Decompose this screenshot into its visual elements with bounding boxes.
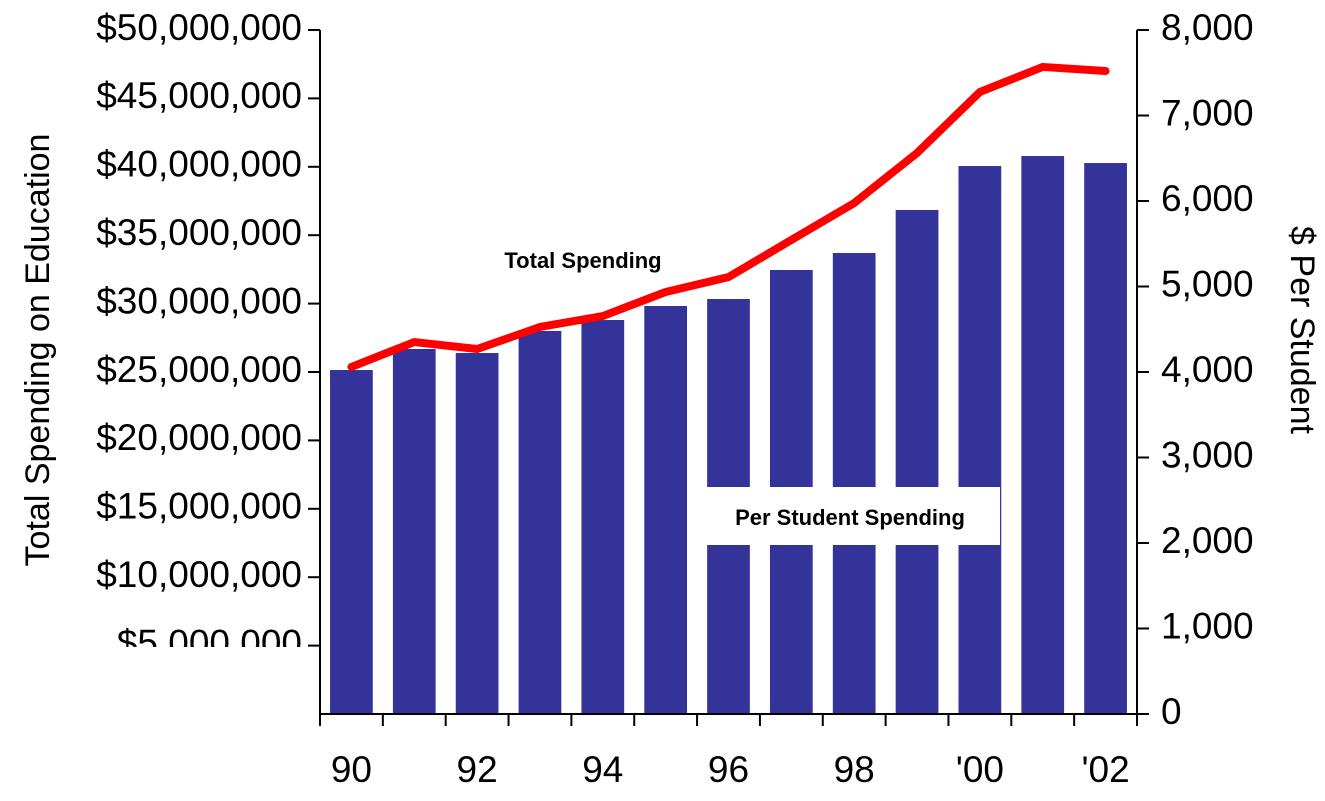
y-axis-label: Total Spending on Education [19, 134, 57, 567]
bar [958, 166, 1002, 714]
y2-tick-label: 1,000 [1161, 605, 1254, 646]
x-tick-label: '00 [956, 749, 1004, 790]
y2-tick-label: 2,000 [1161, 520, 1254, 561]
y2-tick-label: 5,000 [1161, 263, 1254, 304]
annotation-background [700, 487, 1000, 545]
y-tick-label: $40,000,000 [96, 144, 302, 185]
y2-tick-label: 3,000 [1161, 434, 1254, 475]
bar [392, 349, 436, 714]
annotation: Total Spending [504, 248, 661, 273]
bar [895, 209, 939, 715]
x-tick-label: 90 [331, 749, 372, 790]
bar [581, 320, 625, 714]
bar [518, 330, 562, 714]
y-tick-label: $30,000,000 [96, 280, 302, 321]
y-tick-label: $50,000,000 [96, 7, 302, 48]
bar [455, 353, 499, 714]
y2-tick-label: 7,000 [1161, 92, 1254, 133]
y2-tick-label: 8,000 [1161, 7, 1254, 48]
y2-tick-label: 4,000 [1161, 349, 1254, 390]
x-tick-label: 92 [457, 749, 498, 790]
y-tick-label: $45,000,000 [96, 75, 302, 116]
annotation: Per Student Spending [735, 505, 965, 530]
x-tick-label: '02 [1081, 749, 1129, 790]
bar [832, 252, 876, 714]
label-clip [60, 647, 310, 677]
bar [330, 370, 373, 714]
x-tick-label: 96 [708, 749, 749, 790]
y-tick-label: $10,000,000 [96, 554, 302, 595]
y2-tick-label: 0 [1161, 691, 1182, 732]
y2-tick-label: 6,000 [1161, 178, 1254, 219]
y-tick-label: $15,000,000 [96, 486, 302, 527]
bar [1084, 163, 1127, 715]
line [347, 62, 1110, 371]
x-tick-label: 94 [582, 749, 623, 790]
bar [1021, 156, 1065, 715]
y-tick-label: $35,000,000 [96, 212, 302, 253]
y-tick-label: $20,000,000 [96, 417, 302, 458]
y-tick-label: $25,000,000 [96, 349, 302, 390]
x-tick-label: 98 [834, 749, 875, 790]
bar [644, 305, 688, 714]
y2-axis-label: $ Per Student [1283, 226, 1321, 434]
